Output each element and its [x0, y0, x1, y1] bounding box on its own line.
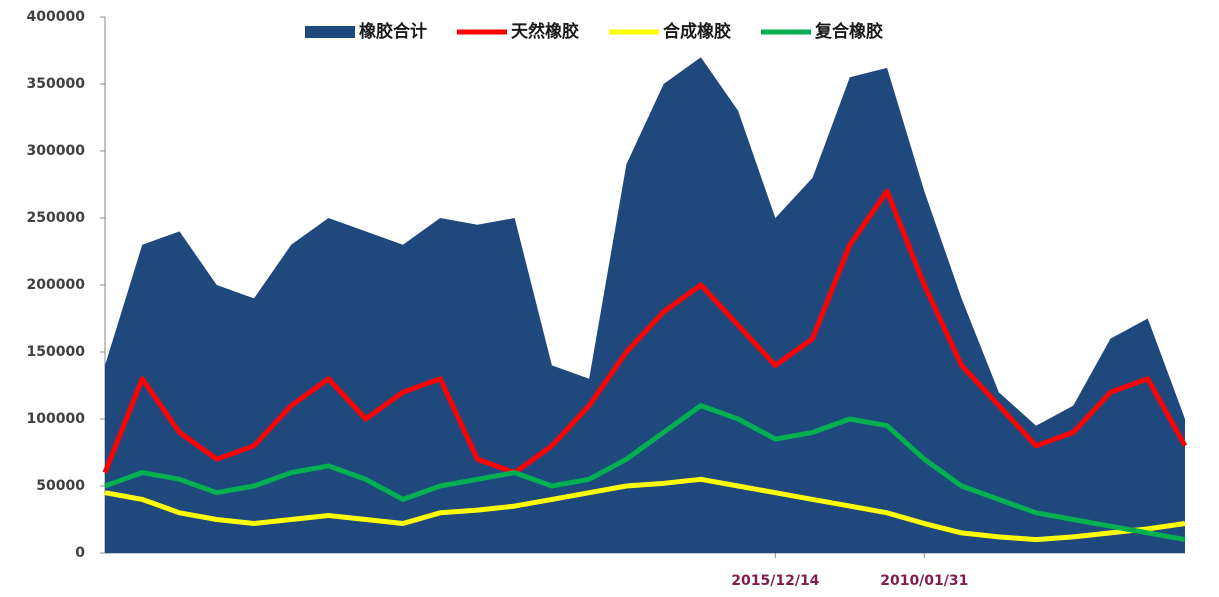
- y-tick-label: 150000: [27, 344, 86, 360]
- x-tick-label: 2015/12/14: [731, 573, 819, 589]
- y-tick-label: 50000: [36, 478, 85, 494]
- y-tick-label: 250000: [27, 210, 86, 226]
- y-tick-label: 200000: [27, 277, 86, 293]
- legend-label: 合成橡胶: [663, 21, 731, 42]
- x-tick-label: 2010/01/31: [880, 573, 968, 589]
- y-tick-label: 300000: [27, 143, 86, 159]
- line: [104, 476, 1186, 543]
- line: [104, 403, 1186, 543]
- legend-label: 复合橡胶: [814, 21, 883, 42]
- y-tick-label: 350000: [27, 76, 86, 92]
- legend-swatch: [305, 26, 355, 38]
- y-tick-label: 400000: [27, 9, 86, 25]
- legend-label: 天然橡胶: [511, 21, 579, 42]
- line: [102, 188, 1188, 476]
- y-tick-label: 100000: [27, 411, 86, 427]
- y-tick-label: 0: [75, 545, 85, 561]
- legend-label: 橡胶合计: [359, 21, 427, 42]
- area: [105, 57, 1185, 553]
